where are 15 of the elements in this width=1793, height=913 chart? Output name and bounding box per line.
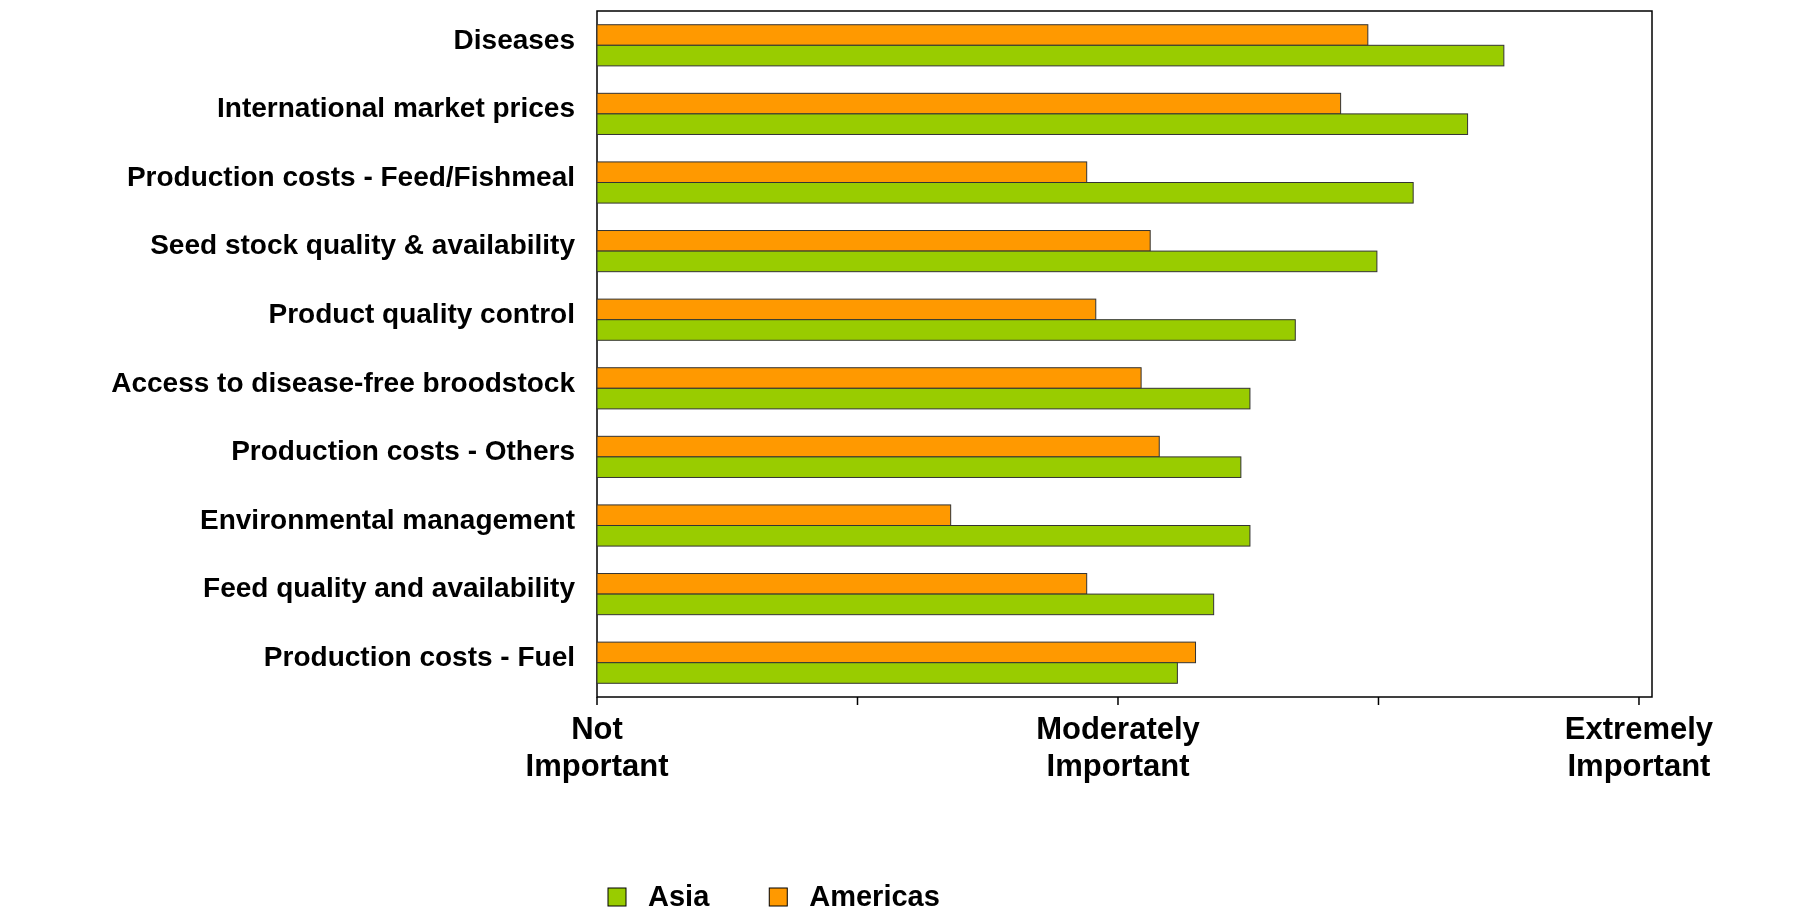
y-tick-label: Access to disease-free broodstock — [111, 366, 576, 398]
text: Moderately Important — [1036, 711, 1201, 784]
text: Not Important — [525, 711, 669, 784]
y-tick-label: Seed stock quality & availability — [150, 229, 576, 261]
y-tick-label: International market prices — [217, 92, 575, 124]
y-tick-label: Environmental management — [200, 503, 575, 535]
y-tick-label: Feed quality and availability — [203, 572, 576, 604]
y-tick-label: Production costs - Others — [231, 435, 575, 467]
y-tick-label: Product quality control — [268, 298, 575, 330]
y-tick-label: Production costs - Feed/Fishmeal — [126, 160, 575, 192]
text: Extremely Important — [1564, 711, 1714, 784]
y-tick-label: Diseases — [453, 23, 575, 55]
legend-label: Asia — [648, 879, 711, 912]
y-tick-label: Production costs - Fuel — [263, 641, 575, 673]
legend-label: Americas — [809, 879, 940, 912]
